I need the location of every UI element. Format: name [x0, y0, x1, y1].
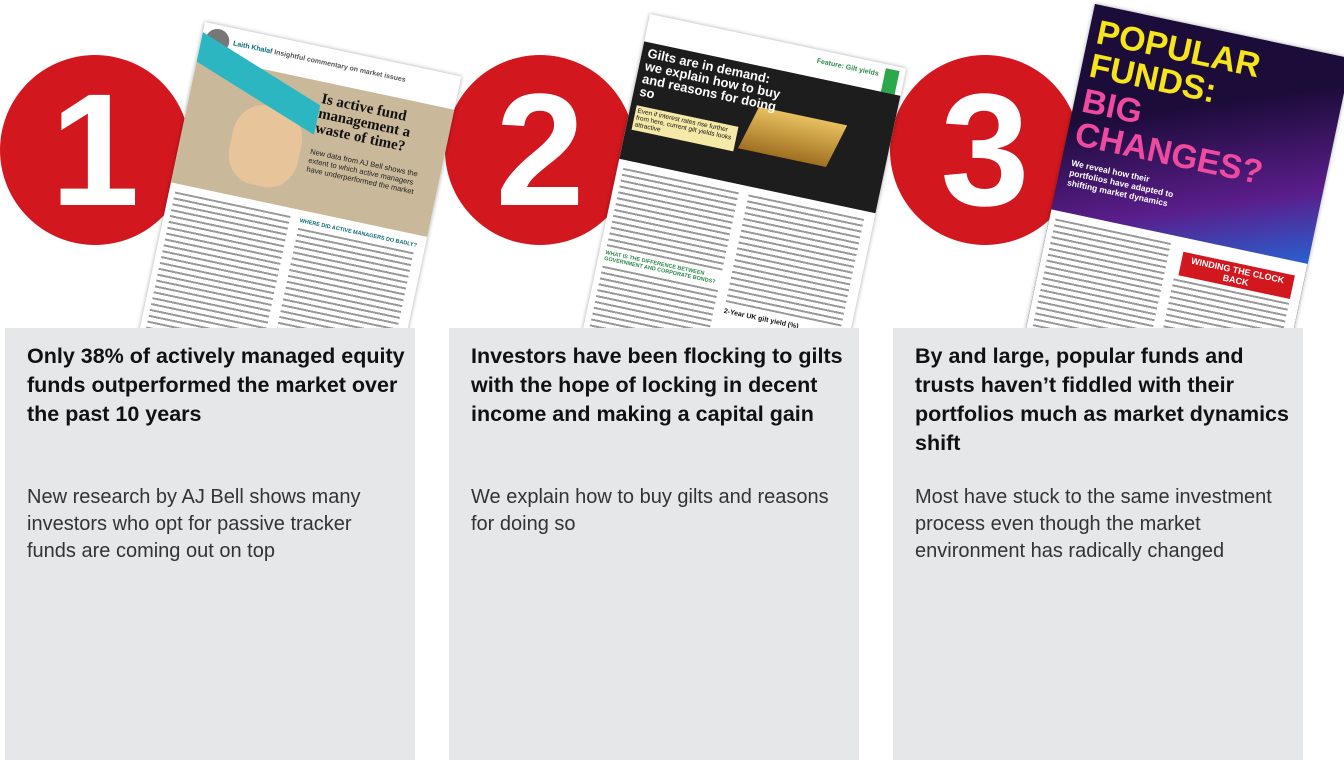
headline: Only 38% of actively managed equity fund… [27, 344, 405, 426]
author-name: Laith Khalaf [232, 40, 273, 56]
description: We explain how to buy gilts and reasons … [471, 486, 829, 535]
headline: By and large, popular funds and trusts h… [915, 344, 1289, 455]
number-badge: 1 [0, 55, 190, 245]
section: Feature: Gilt yields [816, 57, 880, 78]
card: Only 38% of actively managed equity fund… [5, 328, 415, 760]
card: Investors have been flocking to gilts wi… [449, 328, 859, 760]
number-badge: 3 [890, 55, 1080, 245]
description: New research by AJ Bell shows many inves… [27, 486, 361, 562]
headline: Investors have been flocking to gilts wi… [471, 344, 843, 426]
description: Most have stuck to the same investment p… [915, 486, 1272, 562]
card: By and large, popular funds and trusts h… [893, 328, 1303, 760]
number-badge: 2 [445, 55, 635, 245]
